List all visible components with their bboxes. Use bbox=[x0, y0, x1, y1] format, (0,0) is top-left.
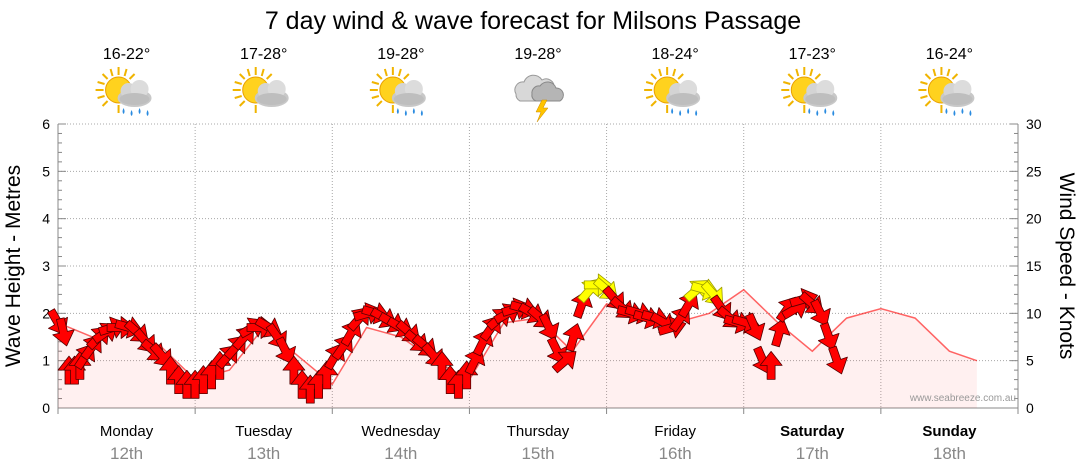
wind-arrow bbox=[149, 342, 172, 367]
partly-cloudy-icon bbox=[231, 66, 289, 114]
left-tick-label: 1 bbox=[42, 353, 50, 369]
right-tick-label: 30 bbox=[1026, 116, 1042, 132]
temperature-label: 17-23° bbox=[789, 46, 836, 63]
wind-series bbox=[47, 273, 848, 404]
left-tick-label: 2 bbox=[42, 305, 50, 321]
day-date-label: 13th bbox=[247, 444, 280, 463]
chart-title: 7 day wind & wave forecast for Milsons P… bbox=[265, 7, 801, 35]
wind-arrow bbox=[538, 312, 560, 341]
temperature-label: 18-24° bbox=[651, 46, 698, 63]
left-tick-label: 0 bbox=[42, 400, 50, 416]
temperature-label: 16-22° bbox=[103, 46, 150, 63]
axes: 0 1 2 3 4 5 6 0 5 10 15 20 25 30 bbox=[42, 116, 1042, 416]
right-tick-label: 0 bbox=[1026, 400, 1034, 416]
left-tick-label: 6 bbox=[42, 116, 50, 132]
temperature-label: 17-28° bbox=[240, 46, 287, 63]
right-tick-label: 15 bbox=[1026, 258, 1042, 274]
day-name-label: Thursday bbox=[507, 423, 570, 440]
day-labels: Monday 12th Tuesday 13th Wednesday 14th Thursd… bbox=[100, 423, 977, 463]
partly-cloudy-showers-icon bbox=[780, 66, 838, 116]
day-date-label: 18th bbox=[933, 444, 966, 463]
left-axis-title: Wave Height - Metres bbox=[2, 165, 25, 367]
credit-watermark: www.seabreeze.com.au bbox=[909, 393, 1016, 404]
temperature-label: 19-28° bbox=[514, 46, 561, 63]
day-date-label: 12th bbox=[110, 444, 143, 463]
day-date-label: 17th bbox=[796, 444, 829, 463]
partly-cloudy-showers-icon bbox=[917, 66, 975, 116]
wind-arrow bbox=[817, 322, 840, 351]
day-name-label: Saturday bbox=[780, 423, 845, 440]
temperature-label: 19-28° bbox=[377, 46, 424, 63]
day-name-label: Tuesday bbox=[235, 423, 292, 440]
right-axis-title: Wind Speed - Knots bbox=[1055, 173, 1078, 360]
weather-icons bbox=[94, 66, 975, 123]
wind-arrow bbox=[562, 323, 585, 352]
wind-arrow bbox=[768, 318, 791, 348]
day-date-label: 16th bbox=[659, 444, 692, 463]
day-name-label: Monday bbox=[100, 423, 154, 440]
wind-arrow bbox=[52, 317, 75, 347]
left-tick-label: 3 bbox=[42, 258, 50, 274]
thunderstorm-icon bbox=[514, 74, 564, 123]
wind-arrow bbox=[744, 312, 766, 341]
right-tick-label: 10 bbox=[1026, 305, 1042, 321]
left-tick-label: 4 bbox=[42, 211, 50, 227]
day-date-label: 15th bbox=[521, 444, 554, 463]
right-tick-label: 5 bbox=[1026, 353, 1034, 369]
right-tick-label: 25 bbox=[1026, 163, 1042, 179]
day-name-label: Wednesday bbox=[361, 423, 440, 440]
day-name-label: Friday bbox=[654, 423, 696, 440]
partly-cloudy-showers-icon bbox=[643, 66, 701, 116]
wind-arrow bbox=[826, 345, 848, 375]
wind-arrow bbox=[810, 298, 831, 327]
temperature-labels: 16-22° 17-28° 19-28° 19-28° 18-24° 17-23° 16-2… bbox=[103, 46, 973, 63]
wind-arrow bbox=[275, 336, 296, 365]
right-tick-label: 20 bbox=[1026, 211, 1042, 227]
partly-cloudy-showers-icon bbox=[368, 66, 426, 116]
day-date-label: 14th bbox=[384, 444, 417, 463]
temperature-label: 16-24° bbox=[926, 46, 973, 63]
left-tick-label: 5 bbox=[42, 163, 50, 179]
partly-cloudy-showers-icon bbox=[94, 66, 152, 116]
wind-arrow bbox=[759, 350, 783, 380]
day-name-label: Sunday bbox=[922, 423, 977, 440]
wind-arrow bbox=[551, 351, 577, 374]
